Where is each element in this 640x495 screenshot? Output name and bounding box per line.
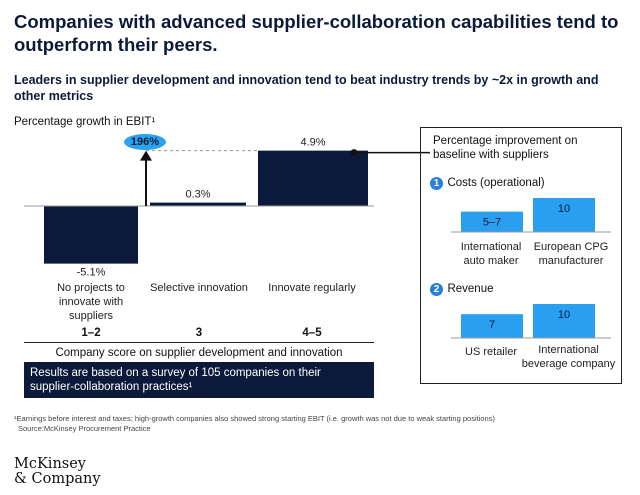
number-badge-2: 2 [430,283,443,296]
section-revenue-header: 2 Revenue [430,279,494,297]
number-badge-1: 1 [430,177,443,190]
mckinsey-logo: McKinsey & Company [14,457,101,487]
footnote: ¹Earnings before interest and taxes; hig… [14,414,634,434]
bar-us-retailer [461,314,523,338]
panel-connector-dot [350,149,358,157]
x-axis-label: Company score on supplier development an… [55,347,343,359]
bar-no-projects [44,206,138,264]
category-label-auto-maker: International auto maker [460,241,522,267]
value-label-auto-maker: 5–7 [483,217,501,229]
score-1-2: 1–2 [81,327,101,339]
value-label-innovate-regularly: 4.9% [300,137,325,149]
category-label-innovate-regularly: Innovate regularly [268,282,356,294]
category-label-beverage-company: International beverage company [521,344,616,370]
bar-cpg-manufacturer [533,198,595,232]
panel-title: Percentage improvement on baseline with … [433,135,578,161]
survey-note: Results are based on a survey of 105 com… [24,362,374,398]
source-text: Source:McKinsey Procurement Practice [18,424,151,433]
bar-selective-innovation [150,202,246,206]
logo-line-1: McKinsey [14,456,86,472]
section-costs-header: 1 Costs (operational) [430,173,545,191]
bar-innovate-regularly [258,150,368,206]
value-label-us-retailer: 7 [489,319,495,331]
chart-title: Companies with advanced supplier-collabo… [14,11,619,55]
bar-beverage-company [533,304,595,338]
value-label-cpg-manufacturer: 10 [558,203,570,215]
bar-auto-maker [461,211,523,232]
x-axis-rule [24,342,374,343]
score-4-5: 4–5 [302,327,322,339]
category-label-cpg-manufacturer: European CPG manufacturer [533,241,609,267]
score-3: 3 [195,327,203,339]
section-revenue-label: Revenue [447,283,494,295]
logo-line-2: & Company [14,471,101,487]
section-costs-label: Costs (operational) [447,177,545,189]
category-label-selective: Selective innovation [150,282,248,294]
chart-subtitle: Leaders in supplier development and inno… [14,73,599,103]
value-label-no-projects: -5.1% [77,267,106,279]
value-label-beverage-company: 10 [558,309,570,321]
footnote-text: ¹Earnings before interest and taxes; hig… [14,414,495,423]
panel-charts: 5–7 10 7 10 [451,198,611,339]
difference-badge: 196% [124,134,166,150]
value-label-selective: 0.3% [185,189,210,201]
category-label-no-projects: No projects to innovate with suppliers [57,282,125,322]
y-axis-label: Percentage growth in EBIT¹ [14,116,156,128]
improvement-panel: Percentage improvement on baseline with … [420,127,622,384]
category-label-us-retailer: US retailer [465,346,517,358]
growth-arrow-head [140,150,152,161]
main-chart: -5.1% 0.3% 4.9% [24,137,430,279]
